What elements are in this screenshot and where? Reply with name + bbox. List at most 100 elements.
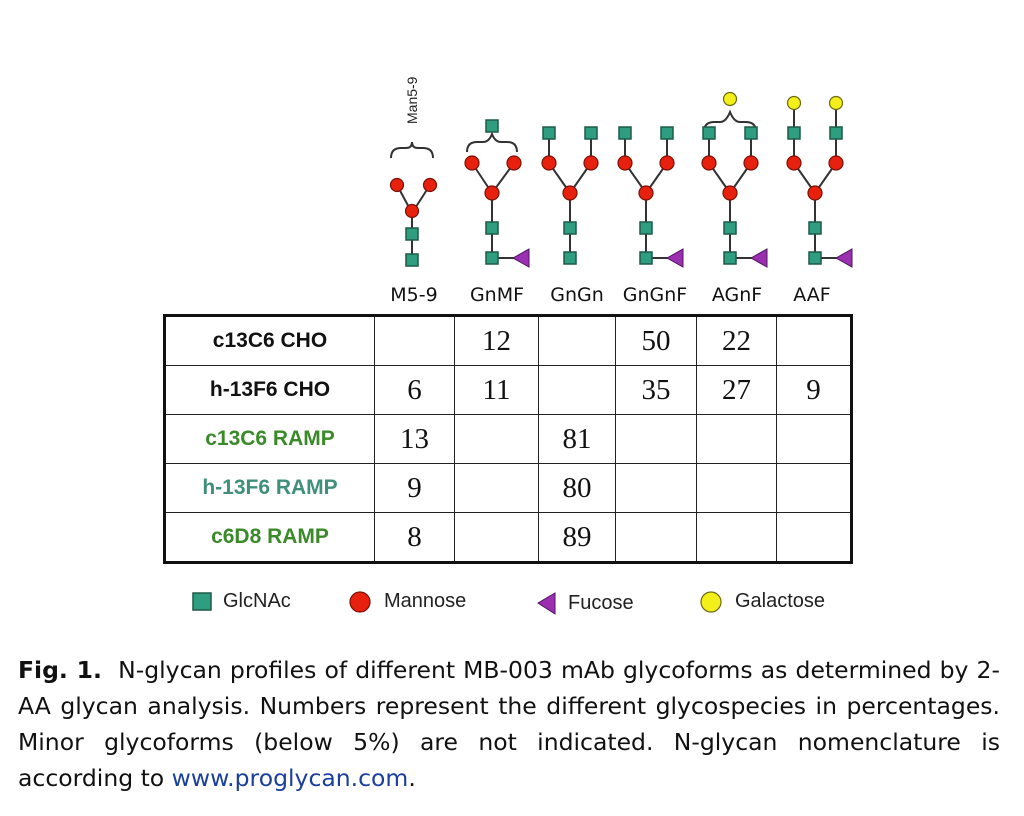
mannose-icon: [617, 155, 633, 171]
glcnac-icon: [542, 126, 556, 140]
mannose-icon: [464, 155, 480, 171]
glcnac-icon: [584, 126, 598, 140]
fucose-icon: [834, 248, 853, 268]
glcnac-icon: [639, 221, 653, 235]
glcnac-icon: [660, 126, 674, 140]
glycan-structures-diagram: Man5-9: [389, 76, 853, 268]
table-cell: 27: [696, 365, 777, 415]
table-row: c6D8 RAMP 8 89: [164, 512, 852, 563]
table-cell: [538, 365, 616, 415]
galactose-icon: [722, 91, 738, 107]
glcnac-icon: [485, 221, 499, 235]
mannose-icon: [722, 185, 738, 201]
column-header: M5-9: [390, 284, 438, 306]
table-cell: 8: [374, 512, 455, 563]
column-header: AAF: [793, 284, 831, 306]
table-cell: [538, 315, 616, 366]
table-cell: 35: [615, 365, 697, 415]
caption-text: N-glycan profiles of different MB-003 mA…: [18, 656, 1000, 792]
table-cell: 50: [615, 315, 697, 366]
table-row: h-13F6 CHO 6 11 35 27 9: [164, 365, 852, 415]
mannose-icon: [701, 155, 717, 171]
glcnac-icon: [405, 227, 419, 241]
table-cell: [776, 315, 852, 366]
proglycan-link[interactable]: www.proglycan.com: [171, 764, 409, 792]
glcnac-icon: [485, 119, 499, 133]
mannose-icon: [404, 203, 420, 219]
glcnac-icon: [639, 251, 653, 265]
circle-icon: [700, 590, 722, 613]
table-cell: 13: [374, 414, 455, 464]
row-label: c13C6 CHO: [164, 315, 375, 366]
triangle-icon: [537, 592, 556, 615]
table-cell: [776, 414, 852, 464]
mannose-icon: [484, 185, 500, 201]
glcnac-icon: [808, 251, 822, 265]
glcnac-icon: [405, 253, 419, 267]
column-header: GnMF: [469, 284, 525, 306]
square-icon: [192, 591, 212, 611]
mannose-icon: [422, 177, 438, 193]
table-row: h-13F6 RAMP 9 80: [164, 463, 852, 513]
glycoform-table: c13C6 CHO 12 50 22 h-13F6 CHO 6 11 35 27 9 c13C6 R…: [163, 314, 853, 564]
table-cell: [615, 414, 697, 464]
mannose-icon: [562, 185, 578, 201]
glcnac-icon: [485, 251, 499, 265]
table-cell: 81: [538, 414, 616, 464]
table-cell: 22: [696, 315, 777, 366]
glcnac-icon: [723, 251, 737, 265]
legend-label: Galactose: [735, 590, 826, 612]
table-cell: 12: [454, 315, 539, 366]
table-cell: 80: [538, 463, 616, 513]
mannose-icon: [541, 155, 557, 171]
table-cell: [454, 512, 539, 563]
glcnac-icon: [563, 251, 577, 265]
circle-icon: [349, 590, 371, 613]
mannose-icon: [638, 185, 654, 201]
table-cell: [776, 512, 852, 563]
glcnac-icon: [723, 221, 737, 235]
table-cell: [776, 463, 852, 513]
table-cell: [696, 414, 777, 464]
mannose-icon: [389, 177, 405, 193]
legend-label: Fucose: [568, 591, 634, 614]
mannose-icon: [659, 155, 675, 171]
mannose-icon: [743, 155, 759, 171]
table-cell: [696, 463, 777, 513]
glcnac-icon: [744, 126, 758, 140]
table-cell: 9: [776, 365, 852, 415]
legend-label: Mannose: [384, 590, 467, 612]
table-cell: 9: [374, 463, 455, 513]
table-row: c13C6 RAMP 13 81: [164, 414, 852, 464]
table-cell: [696, 512, 777, 563]
legend-item-mannose: Mannose: [348, 590, 466, 613]
galactose-icon: [828, 95, 844, 111]
legend-item-glcnac: GlcNAc: [191, 590, 291, 613]
row-label: h-13F6 RAMP: [164, 463, 375, 513]
table-cell: 6: [374, 365, 455, 415]
column-header: AGnF: [711, 284, 763, 306]
fucose-icon: [511, 248, 530, 268]
column-header: GnGn: [550, 284, 604, 306]
galactose-icon: [786, 95, 802, 111]
table-cell: 89: [538, 512, 616, 563]
bracket-label: Man5-9: [404, 76, 420, 124]
legend-item-fucose: Fucose: [536, 590, 634, 616]
mannose-icon: [807, 185, 823, 201]
table-cell: [454, 463, 539, 513]
row-label: c13C6 RAMP: [164, 414, 375, 464]
table-row: c13C6 CHO 12 50 22: [164, 315, 852, 366]
mannose-icon: [583, 155, 599, 171]
glcnac-icon: [618, 126, 632, 140]
glcnac-icon: [808, 221, 822, 235]
glcnac-icon: [829, 126, 843, 140]
mannose-icon: [828, 155, 844, 171]
legend-label: GlcNAc: [223, 590, 291, 612]
figure-label: Fig. 1.: [18, 656, 102, 684]
column-header: GnGnF: [622, 284, 688, 306]
figure-caption: Fig. 1. N-glycan profiles of different M…: [18, 652, 1000, 796]
glcnac-icon: [702, 126, 716, 140]
glcnac-icon: [563, 221, 577, 235]
table-cell: [615, 463, 697, 513]
row-label: h-13F6 CHO: [164, 365, 375, 415]
